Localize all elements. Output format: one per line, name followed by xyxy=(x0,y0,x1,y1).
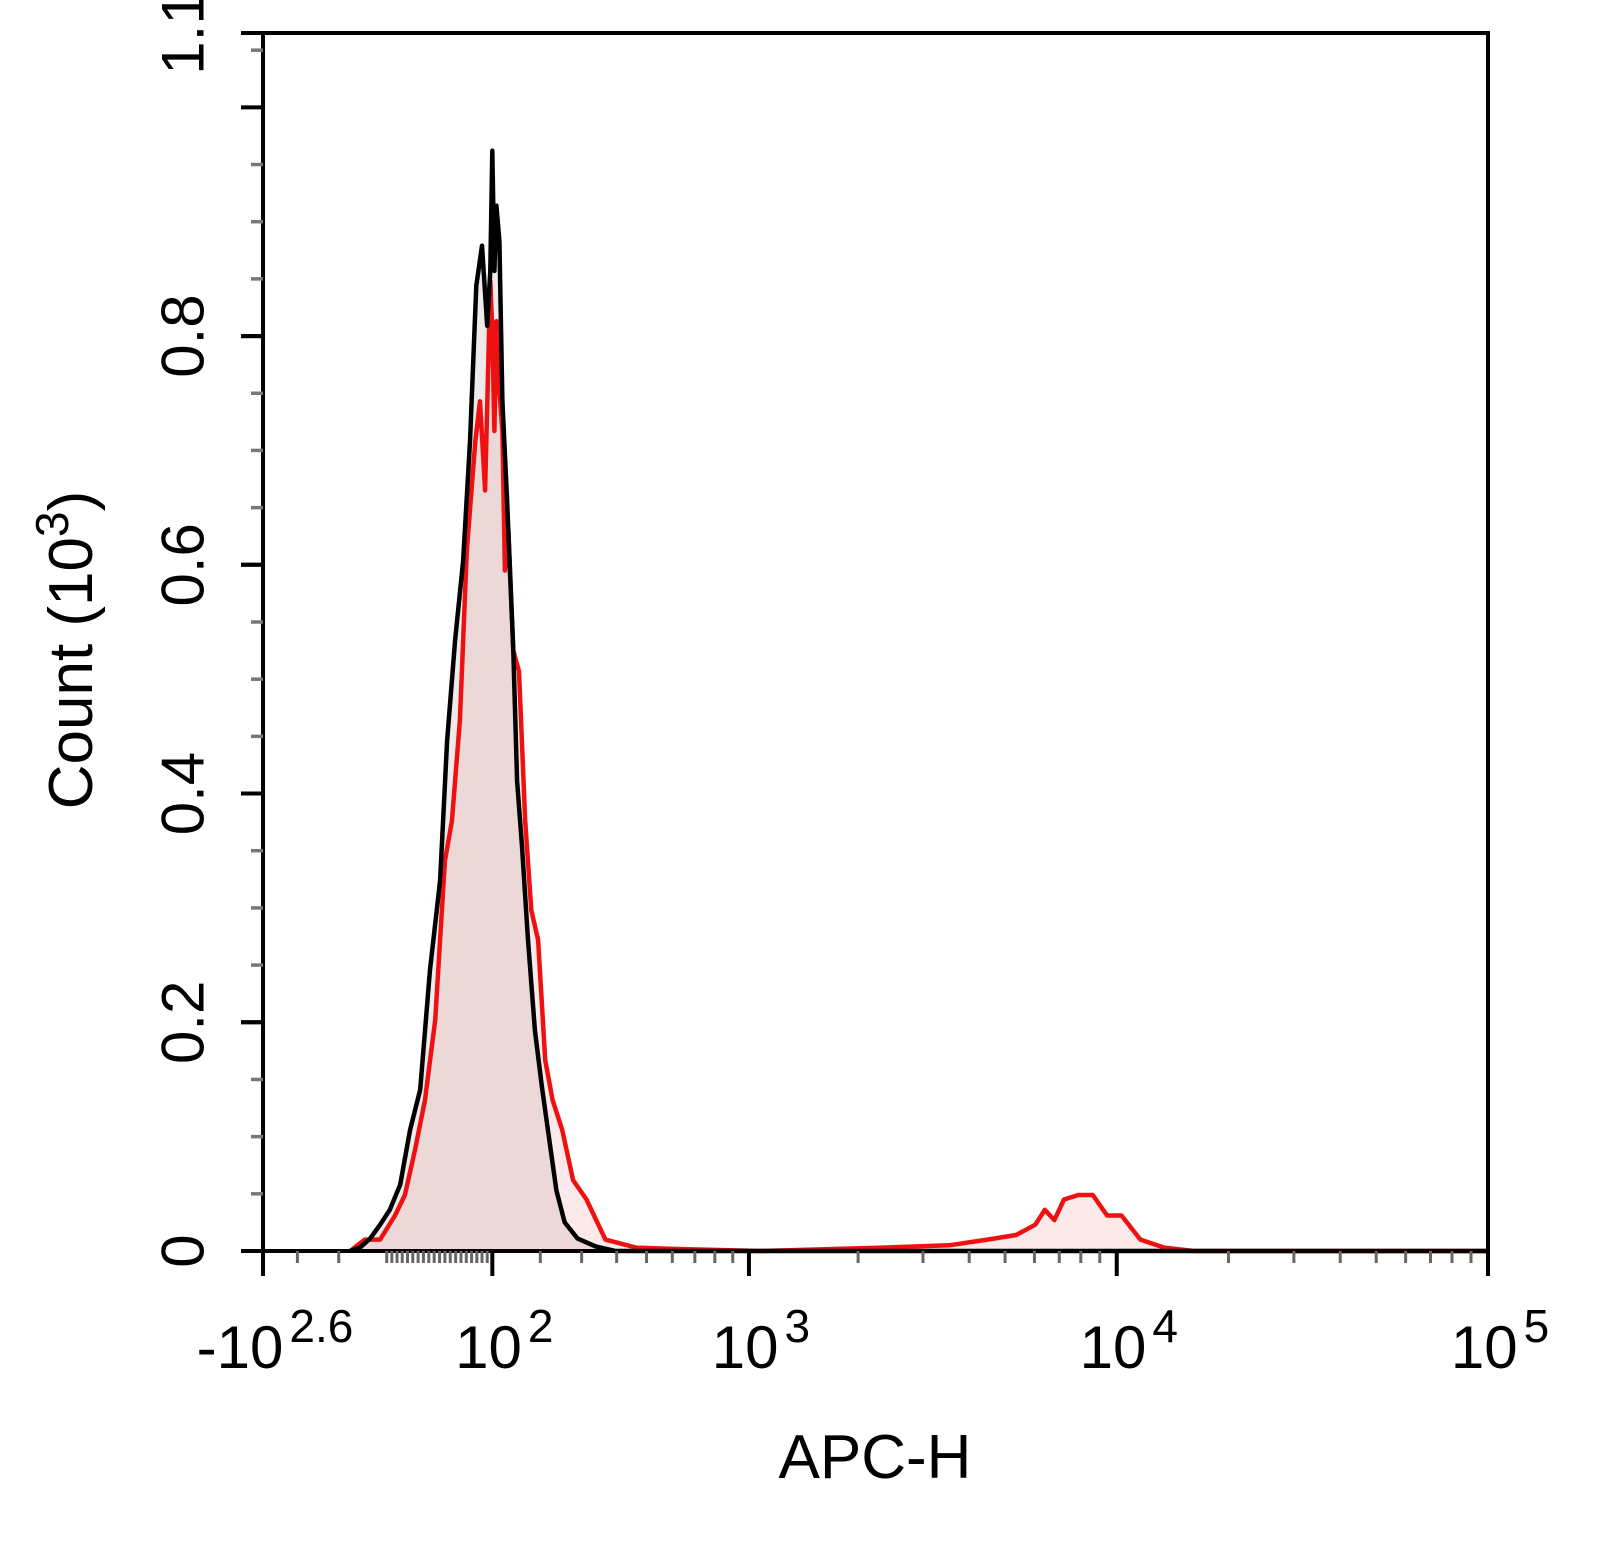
x-tick-label-base: -10 xyxy=(197,1314,284,1381)
series-area xyxy=(350,281,1489,1251)
x-tick-label-base: 10 xyxy=(712,1314,779,1381)
x-axis-title: APC-H xyxy=(779,1423,972,1492)
x-tick-label-exponent: 2.6 xyxy=(289,1300,353,1352)
x-tick-label-base: 10 xyxy=(1451,1314,1518,1381)
y-axis-title-exponent: 3 xyxy=(26,511,78,537)
x-tick-label-exponent: 4 xyxy=(1152,1300,1178,1352)
x-tick-label: 10 5 xyxy=(1451,1300,1549,1381)
x-tick-label-exponent: 2 xyxy=(528,1300,554,1352)
x-tick-label-exponent: 5 xyxy=(1524,1300,1550,1352)
x-tick-label: 10 4 xyxy=(1080,1300,1178,1381)
y-tick-label: 1.1 xyxy=(150,0,217,75)
plot-area xyxy=(348,148,1489,1254)
x-tick-label: 10 3 xyxy=(712,1300,810,1381)
x-tick-label: 10 2 xyxy=(455,1300,553,1381)
y-tick-label: 0.2 xyxy=(150,981,217,1064)
x-tick-label-base: 10 xyxy=(1080,1314,1147,1381)
y-tick-label: 0.8 xyxy=(150,294,217,377)
x-tick-label-base: 10 xyxy=(455,1314,522,1381)
series-line xyxy=(349,148,1488,1254)
plot-frame xyxy=(261,31,1490,1253)
series-area xyxy=(350,150,1489,1251)
y-tick-label: 0 xyxy=(150,1234,217,1267)
series-line xyxy=(348,278,1488,1254)
x-tick-label: -10 2.6 xyxy=(197,1300,354,1381)
y-axis-title: Count (103) xyxy=(26,491,106,810)
y-tick-label: 0.4 xyxy=(150,752,217,835)
y-axis-title-suffix: ) xyxy=(37,491,106,512)
y-tick-label: 0.6 xyxy=(150,523,217,606)
x-tick-label-exponent: 3 xyxy=(785,1300,811,1352)
y-axis-title-text: Count (10 xyxy=(37,537,106,809)
